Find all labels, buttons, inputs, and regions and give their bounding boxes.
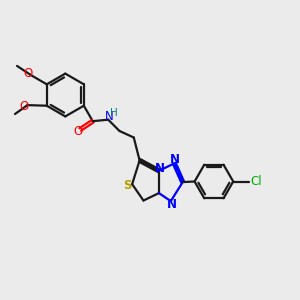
Text: O: O bbox=[23, 67, 33, 80]
Text: N: N bbox=[170, 153, 180, 166]
Text: N: N bbox=[104, 110, 113, 123]
Text: N: N bbox=[155, 162, 165, 175]
Text: H: H bbox=[110, 108, 117, 118]
Text: N: N bbox=[167, 199, 176, 212]
Text: O: O bbox=[20, 100, 29, 113]
Text: Cl: Cl bbox=[250, 175, 262, 188]
Text: S: S bbox=[123, 179, 132, 192]
Text: O: O bbox=[74, 125, 83, 138]
